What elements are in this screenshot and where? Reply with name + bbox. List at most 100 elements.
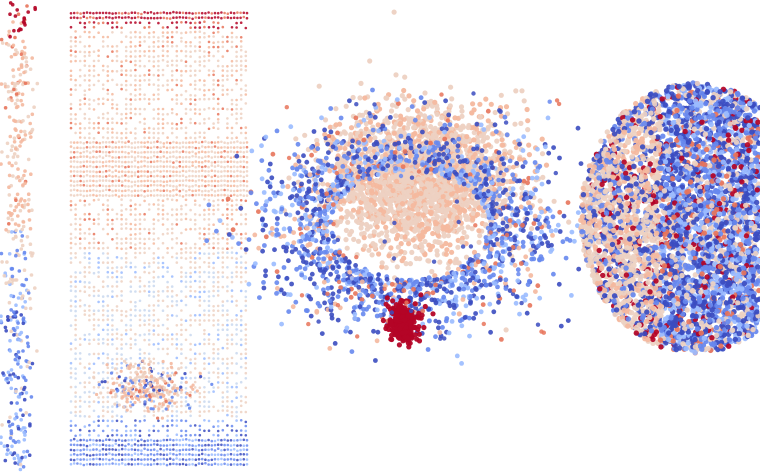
scatter-point bbox=[83, 97, 87, 100]
scatter-point bbox=[117, 438, 121, 442]
scatter-point bbox=[235, 304, 238, 307]
scatter-point bbox=[83, 275, 87, 278]
scatter-point bbox=[127, 145, 130, 149]
scatter-point bbox=[422, 90, 428, 96]
scatter-point bbox=[181, 160, 185, 163]
scatter-point bbox=[207, 194, 210, 197]
scatter-point bbox=[170, 424, 174, 427]
scatter-point bbox=[97, 102, 100, 106]
scatter-point bbox=[226, 400, 229, 403]
scatter-point bbox=[76, 141, 79, 144]
scatter-point bbox=[69, 165, 73, 168]
scatter-point bbox=[83, 93, 87, 97]
scatter-point bbox=[127, 462, 130, 466]
scatter-point bbox=[109, 391, 113, 395]
scatter-point bbox=[122, 391, 126, 395]
scatter-point bbox=[207, 170, 210, 173]
scatter-point bbox=[111, 271, 114, 275]
scatter-point bbox=[184, 131, 188, 135]
scatter-point bbox=[25, 235, 30, 239]
scatter-point bbox=[85, 11, 89, 14]
scatter-point bbox=[166, 270, 169, 274]
scatter-point bbox=[83, 237, 87, 240]
scatter-point bbox=[133, 159, 137, 162]
scatter-point bbox=[106, 74, 110, 77]
scatter-point bbox=[114, 150, 118, 154]
scatter-point bbox=[226, 285, 229, 288]
scatter-point bbox=[21, 316, 26, 321]
scatter-point bbox=[120, 443, 124, 447]
scatter-point bbox=[207, 73, 211, 77]
scatter-point bbox=[226, 299, 229, 303]
scatter-point bbox=[449, 96, 455, 102]
scatter-point bbox=[101, 35, 105, 39]
scatter-point bbox=[166, 26, 169, 29]
scatter-point bbox=[193, 218, 197, 222]
scatter-point bbox=[175, 414, 179, 418]
scatter-point bbox=[111, 366, 114, 369]
scatter-point bbox=[152, 276, 156, 279]
scatter-point bbox=[22, 70, 26, 75]
scatter-point bbox=[207, 208, 211, 211]
scatter-point bbox=[17, 459, 21, 464]
scatter-point bbox=[127, 458, 130, 461]
scatter-point bbox=[166, 434, 169, 438]
scatter-point bbox=[6, 84, 10, 89]
scatter-point bbox=[111, 103, 114, 106]
scatter-point bbox=[101, 252, 105, 255]
scatter-point bbox=[147, 338, 151, 342]
scatter-point bbox=[157, 266, 160, 270]
scatter-point bbox=[159, 175, 162, 178]
scatter-point bbox=[161, 241, 165, 245]
scatter-point bbox=[111, 131, 114, 134]
scatter-point bbox=[207, 304, 211, 308]
scatter-point bbox=[161, 309, 165, 313]
scatter-point bbox=[184, 21, 188, 24]
scatter-point bbox=[157, 372, 160, 375]
scatter-point bbox=[185, 392, 189, 396]
scatter-point bbox=[175, 218, 179, 221]
scatter-point bbox=[108, 174, 111, 177]
scatter-point bbox=[235, 328, 238, 331]
scatter-point bbox=[236, 453, 239, 457]
scatter-point bbox=[106, 333, 110, 336]
scatter-point bbox=[13, 461, 17, 465]
scatter-point bbox=[230, 26, 234, 29]
scatter-point bbox=[149, 194, 153, 197]
scatter-point bbox=[210, 12, 214, 15]
scatter-point bbox=[106, 376, 110, 380]
scatter-point bbox=[138, 299, 142, 303]
scatter-point bbox=[92, 246, 96, 250]
scatter-point bbox=[245, 194, 249, 197]
scatter-point bbox=[204, 184, 207, 188]
scatter-point bbox=[124, 358, 128, 361]
scatter-point bbox=[175, 127, 179, 130]
scatter-point bbox=[101, 16, 105, 20]
scatter-point bbox=[120, 276, 123, 279]
scatter-point bbox=[98, 170, 102, 174]
scatter-point bbox=[92, 122, 96, 125]
scatter-point bbox=[19, 247, 24, 251]
scatter-point bbox=[85, 453, 89, 457]
scatter-point bbox=[193, 227, 197, 231]
scatter-point bbox=[136, 146, 140, 149]
scatter-point bbox=[108, 154, 111, 158]
scatter-point bbox=[143, 40, 146, 43]
scatter-point bbox=[101, 429, 105, 433]
scatter-point bbox=[226, 170, 230, 173]
scatter-point bbox=[162, 462, 166, 466]
scatter-point bbox=[120, 12, 124, 15]
scatter-point bbox=[216, 309, 220, 313]
scatter-point bbox=[170, 343, 174, 346]
panel-1-chain-scatter bbox=[0, 1, 40, 472]
scatter-point bbox=[111, 26, 114, 29]
scatter-point bbox=[11, 155, 16, 159]
scatter-point bbox=[171, 387, 175, 391]
scatter-point bbox=[147, 294, 151, 297]
scatter-point bbox=[244, 237, 248, 240]
scatter-point bbox=[129, 21, 133, 24]
scatter-point bbox=[124, 122, 128, 125]
scatter-point bbox=[229, 174, 233, 178]
scatter-point bbox=[193, 386, 197, 389]
scatter-point bbox=[27, 197, 31, 202]
